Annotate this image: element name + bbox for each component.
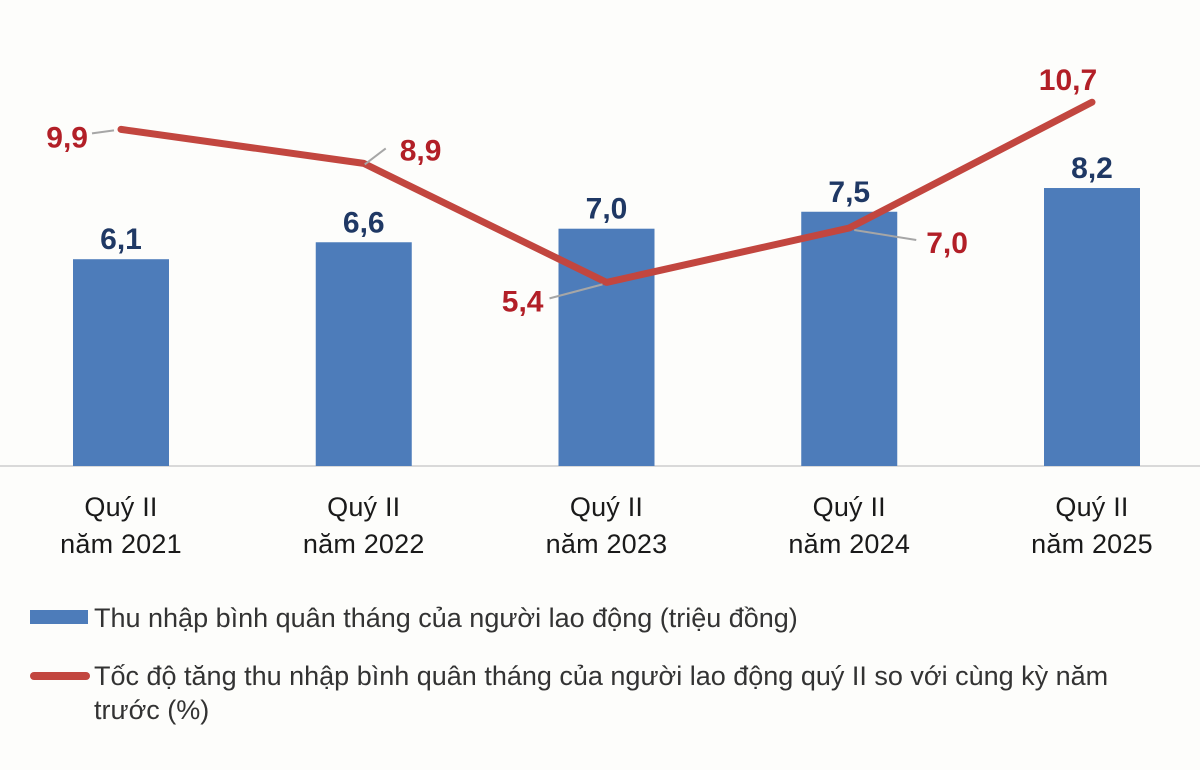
- line-value-label-2021: 9,9: [46, 121, 88, 154]
- line-value-label-2025: 10,7: [1039, 64, 1097, 97]
- x-tick-label-2024: Quý II năm 2024: [788, 492, 911, 559]
- line-value-label-2024: 7,0: [926, 227, 968, 260]
- x-tick-label-2021: Quý II năm 2021: [60, 492, 182, 559]
- x-tick-label-2022: Quý II năm 2022: [302, 492, 425, 559]
- bar-value-label-2022: 6,6: [343, 206, 385, 239]
- legend-item-growth-line: Tốc độ tăng thu nhập bình quân tháng của…: [30, 659, 1180, 727]
- bar-value-label-2024: 7,5: [828, 176, 870, 209]
- plot-area: 6,1 6,6 7,0 7,5 8,2 9,9 8,9 5,4 7,0 10,7: [0, 64, 1200, 467]
- bar-series-label: Thu nhập bình quân tháng của người lao đ…: [94, 603, 798, 633]
- line-value-label-2023: 5,4: [502, 285, 544, 318]
- bar-2022: [315, 242, 412, 466]
- x-tick-label-2025: Quý II năm 2025: [1031, 492, 1153, 559]
- line-series-label: Tốc độ tăng thu nhập bình quân tháng của…: [94, 661, 1109, 725]
- x-tick-label-2023: Quý II năm 2023: [545, 492, 668, 559]
- label-leader-2024: [854, 229, 917, 241]
- legend: Thu nhập bình quân tháng của người lao đ…: [30, 601, 1180, 751]
- line-series-swatch: [30, 672, 90, 680]
- bar-value-label-2023: 7,0: [586, 193, 628, 226]
- bar-value-label-2021: 6,1: [100, 223, 142, 256]
- label-leader-2022: [364, 147, 387, 166]
- label-leader-2021: [91, 129, 115, 135]
- label-leader-2023: [549, 283, 603, 300]
- bar-value-label-2025: 8,2: [1071, 152, 1113, 185]
- bar-2021: [73, 259, 169, 466]
- growth-line: [117, 98, 1096, 286]
- bar-series-swatch: [30, 610, 88, 624]
- bar-2025: [1044, 188, 1140, 466]
- bar-2024: [801, 211, 898, 466]
- legend-item-income-bars: Thu nhập bình quân tháng của người lao đ…: [30, 601, 1180, 635]
- line-value-label-2022: 8,9: [400, 134, 442, 167]
